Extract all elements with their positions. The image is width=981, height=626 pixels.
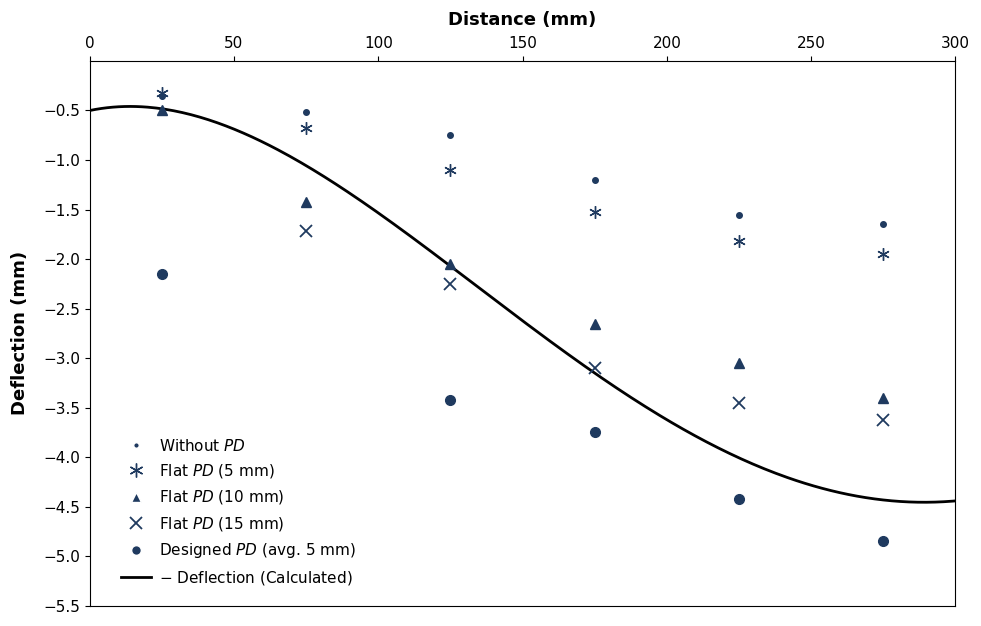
Legend: Without $\it{PD}$, Flat $\it{PD}$ (5 mm), Flat $\it{PD}$ (10 mm), Flat $\it{PD}$: Without $\it{PD}$, Flat $\it{PD}$ (5 mm)… xyxy=(115,431,362,593)
X-axis label: Distance (mm): Distance (mm) xyxy=(448,11,596,29)
Y-axis label: Deflection (mm): Deflection (mm) xyxy=(11,252,29,416)
